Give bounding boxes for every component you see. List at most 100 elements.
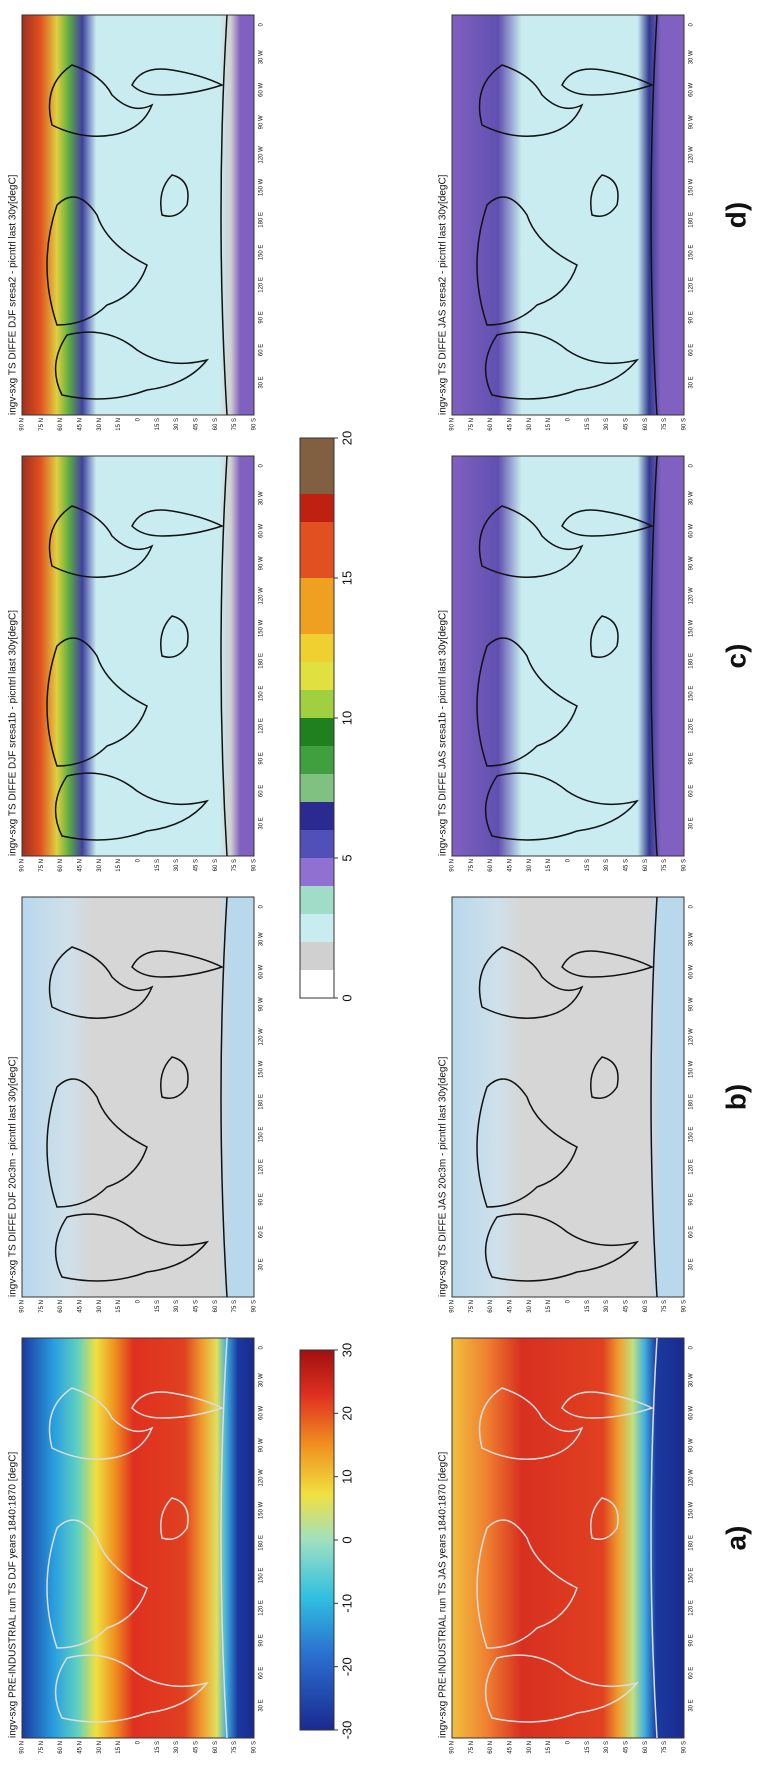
lat-label: 0: [136, 1740, 142, 1744]
coastline: [160, 615, 189, 658]
coastline: [160, 1497, 189, 1540]
coastline: [48, 946, 154, 1019]
lat-label: 60 S: [213, 418, 219, 430]
lat-label: 15 S: [155, 859, 161, 871]
lat-label: 15 N: [116, 859, 122, 872]
lat-label: 30 S: [174, 1741, 180, 1753]
coastline: [46, 637, 148, 767]
lat-label: 15 N: [116, 1741, 122, 1754]
coastline: [131, 68, 224, 96]
map-title: ingv-sxg TS DIFFE JAS 20c3m - picntrl la…: [438, 1056, 449, 1297]
lon-label: 30 E: [259, 376, 265, 388]
lon-label: 150 W: [689, 619, 695, 637]
lat-label: 45 S: [624, 1741, 630, 1753]
coastline: [650, 1337, 658, 1739]
lon-label: 120 E: [259, 1600, 265, 1616]
lon-label: 90 W: [689, 1438, 695, 1452]
lon-label: 150 W: [259, 619, 265, 637]
lon-label: 60 E: [259, 785, 265, 797]
lat-label: 75 N: [469, 1741, 475, 1754]
map-title: ingv-sxg TS DIFFE JAS sresa1b - picntrl …: [438, 610, 449, 856]
lat-label: 15 S: [585, 859, 591, 871]
colorbar-tick-label: -30: [339, 1721, 354, 1740]
lon-label: 90 W: [689, 115, 695, 129]
lon-label: 30 W: [689, 1373, 695, 1387]
panel-label: d): [720, 202, 751, 228]
lat-label: 60 S: [213, 1741, 219, 1753]
coastline: [561, 68, 654, 96]
lat-label: 75 S: [232, 859, 238, 871]
colorbar-tick-label: 20: [339, 431, 354, 445]
coastline: [54, 1213, 209, 1282]
lon-label: 180 E: [689, 1535, 695, 1551]
lon-label: 60 E: [689, 1667, 695, 1679]
coastline: [48, 1387, 154, 1460]
lat-label: 0: [136, 417, 142, 421]
coastline: [131, 1391, 224, 1419]
map-field: [451, 14, 685, 416]
lon-label: 60 W: [259, 82, 265, 96]
coastline: [131, 509, 224, 537]
lat-label: 30 N: [97, 1300, 103, 1313]
lon-label: 150 E: [689, 686, 695, 702]
coastline: [46, 1078, 148, 1208]
coastline: [650, 896, 658, 1298]
coastline: [476, 637, 578, 767]
lat-label: 60 N: [488, 418, 494, 431]
lon-label: 180 E: [689, 653, 695, 669]
lat-label: 30 S: [174, 418, 180, 430]
lat-label: 90 N: [450, 1741, 456, 1754]
lat-label: 0: [566, 1740, 572, 1744]
colorbar-tick-label: 30: [339, 1343, 354, 1357]
lat-label: 45 N: [78, 1741, 84, 1754]
coastline: [160, 1056, 189, 1099]
lat-label: 0: [136, 858, 142, 862]
lat-label: 45 N: [78, 859, 84, 872]
coastline: [650, 14, 658, 416]
lat-label: 15 S: [155, 1741, 161, 1753]
lon-label: 60 E: [259, 1667, 265, 1679]
lon-label: 60 W: [689, 964, 695, 978]
lat-label: 30 S: [604, 859, 610, 871]
lat-label: 60 S: [643, 418, 649, 430]
panel-label: a): [720, 1526, 751, 1551]
lat-label: 90 N: [20, 418, 26, 431]
coastline: [476, 1519, 578, 1649]
coastline: [590, 174, 619, 217]
lon-label: 90 E: [259, 311, 265, 323]
lat-label: 45 N: [508, 859, 514, 872]
lat-label: 90 S: [682, 859, 688, 871]
lat-label: 75 S: [232, 1300, 238, 1312]
lon-label: 120 W: [689, 587, 695, 605]
lon-label: 60 E: [689, 344, 695, 356]
lon-label: 60 W: [259, 964, 265, 978]
lat-label: 30 N: [527, 418, 533, 431]
lon-label: 0: [259, 904, 265, 908]
lat-label: 30 N: [97, 1741, 103, 1754]
lon-label: 120 E: [259, 718, 265, 734]
lon-label: 30 W: [259, 1373, 265, 1387]
lon-label: 120 W: [689, 1028, 695, 1046]
lat-label: 60 S: [213, 1300, 219, 1312]
lon-label: 120 E: [689, 1600, 695, 1616]
lat-label: 75 N: [39, 418, 45, 431]
lat-label: 60 N: [58, 859, 64, 872]
lon-label: 120 W: [259, 1469, 265, 1487]
lon-label: 0: [689, 463, 695, 467]
lat-label: 45 N: [508, 418, 514, 431]
lon-label: 120 E: [689, 1159, 695, 1175]
lat-label: 30 N: [527, 1300, 533, 1313]
lat-label: 90 S: [682, 1741, 688, 1753]
map-field: [451, 455, 685, 857]
lon-label: 90 E: [689, 1193, 695, 1205]
lon-label: 60 W: [259, 1405, 265, 1419]
lon-label: 120 E: [259, 277, 265, 293]
lat-label: 75 N: [39, 859, 45, 872]
lon-label: 120 W: [259, 587, 265, 605]
lon-label: 30 W: [259, 491, 265, 505]
colorbar-tick-label: -20: [339, 1657, 354, 1676]
lon-label: 60 W: [689, 1405, 695, 1419]
lon-label: 90 E: [259, 1193, 265, 1205]
colorbar-tick-label: 15: [339, 571, 354, 585]
lat-label: 75 S: [662, 1741, 668, 1753]
